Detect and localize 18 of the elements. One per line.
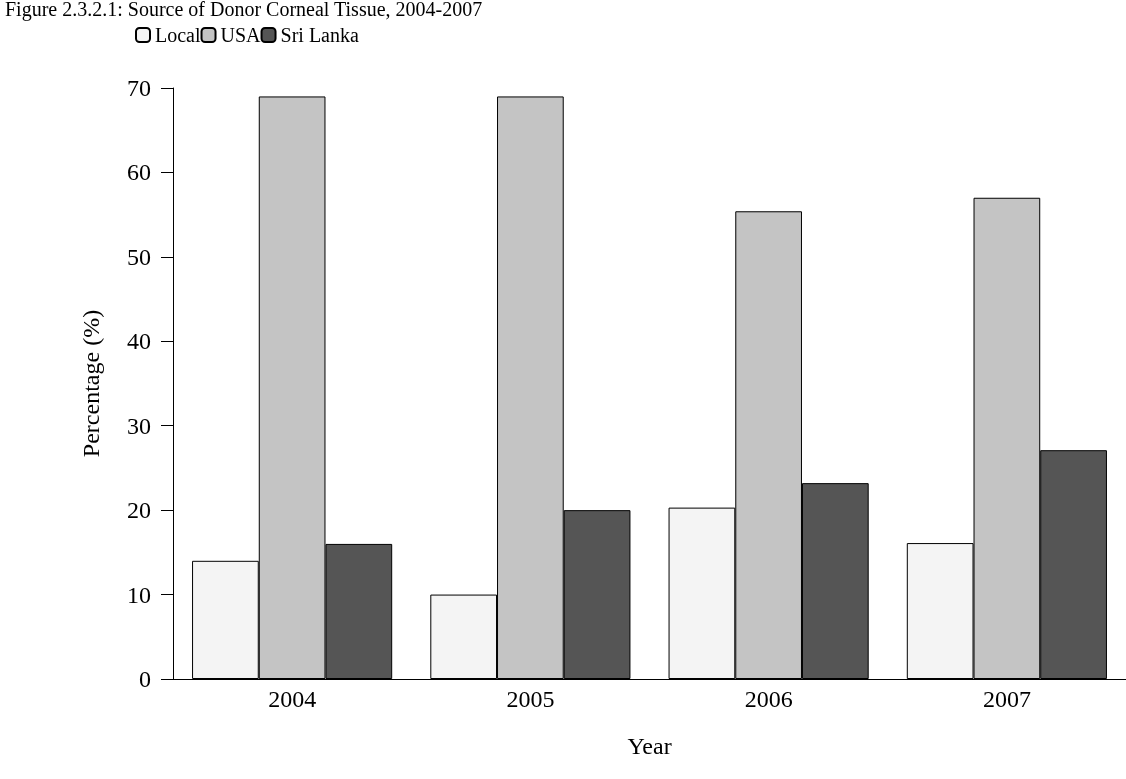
legend-label: Sri Lanka (280, 24, 359, 46)
x-tick-label: 2004 (268, 686, 317, 712)
y-tick-label: 60 (127, 159, 151, 186)
y-tick-label: 30 (127, 412, 151, 439)
y-tick-label: 50 (127, 243, 151, 270)
x-tick-label: 2006 (744, 686, 793, 712)
y-tick-label: 70 (127, 75, 151, 101)
y-tick-label: 20 (127, 497, 151, 524)
y-axis-title: Percentage (%) (78, 309, 104, 458)
x-axis-title: Year (627, 733, 672, 759)
legend-label: USA (220, 24, 262, 46)
x-tick-label: 2005 (506, 686, 555, 712)
chart-title: Figure 2.3.2.1: Source of Donor Corneal Tissue, 2004-2007 (5, 0, 483, 21)
y-tick-label: 40 (127, 328, 151, 355)
y-tick-label: 10 (127, 581, 151, 608)
legend-label: Local (155, 24, 201, 46)
x-tick-label: 2007 (982, 686, 1031, 712)
y-tick-label: 0 (139, 666, 151, 692)
